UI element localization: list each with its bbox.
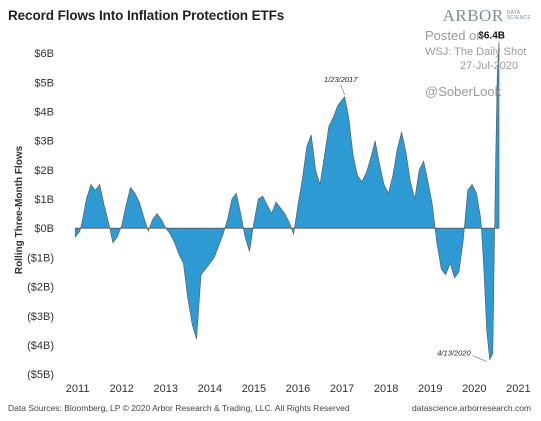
x-tick-label: 2019: [418, 383, 442, 395]
brand-sub-line2: SCIENCE: [506, 15, 531, 21]
brand-sub: DATA SCIENCE: [506, 9, 531, 22]
flow-area: [75, 41, 500, 361]
x-tick-label: 2012: [109, 383, 133, 395]
x-axis: 2011 2012 2013 2014 2015 2016 2017 2018 2019 2020…: [66, 383, 531, 395]
brand-main: ARBOR: [442, 6, 504, 25]
y-tick-label: ($4B): [27, 340, 54, 352]
x-tick-label: 2018: [374, 383, 398, 395]
brand-sub-line1: DATA: [506, 9, 521, 16]
x-tick-label: 2015: [242, 383, 266, 395]
annotations: 1/23/2017 4/13/2020 $6.4B: [324, 30, 505, 362]
y-tick-label: $0B: [34, 223, 54, 235]
x-tick-label: 2013: [154, 383, 178, 395]
x-tick-label: 2017: [330, 383, 354, 395]
watermark-date: 27-Jul-2020: [460, 60, 519, 72]
y-axis-label: Rolling Three-Month Flows: [14, 145, 25, 274]
y-axis: $6B $5B $4B $3B $2B $1B $0B ($1B) ($2B) ($3B) ($4B…: [27, 48, 54, 381]
annotation-label: 4/13/2020: [437, 349, 471, 358]
y-tick-label: ($2B): [27, 282, 54, 294]
x-tick-label: 2011: [66, 383, 90, 395]
footer-url: datascience.arborresearch.com: [411, 403, 531, 413]
arbor-logo: ARBOR DATA SCIENCE: [443, 6, 531, 26]
y-tick-label: ($5B): [27, 369, 54, 381]
annotation-label: 1/23/2017: [324, 75, 358, 84]
annotation-leader: [340, 84, 346, 96]
annotation-leader: [472, 355, 487, 362]
watermark-source: WSJ: The Daily Shot: [425, 46, 527, 58]
x-tick-label: 2021: [506, 383, 530, 395]
y-tick-label: $4B: [34, 107, 54, 119]
watermark-handle: @SoberLook: [425, 84, 502, 99]
y-tick-label: $2B: [34, 165, 54, 177]
chart-title: Record Flows Into Inflation Protection E…: [8, 8, 285, 23]
watermark-posted: Posted on: [425, 28, 484, 43]
y-tick-label: $6B: [34, 48, 54, 60]
x-tick-label: 2016: [286, 383, 310, 395]
x-tick-label: 2014: [198, 383, 222, 395]
y-tick-label: $5B: [34, 77, 54, 89]
x-tick-label: 2020: [462, 383, 486, 395]
last-value-label: $6.4B: [478, 30, 505, 41]
y-tick-label: ($3B): [27, 311, 54, 323]
footer-sources: Data Sources: Bloomberg, LP © 2020 Arbor…: [8, 403, 350, 413]
y-tick-label: $1B: [34, 194, 54, 206]
y-tick-label: $3B: [34, 136, 54, 148]
y-tick-label: ($1B): [27, 252, 54, 264]
